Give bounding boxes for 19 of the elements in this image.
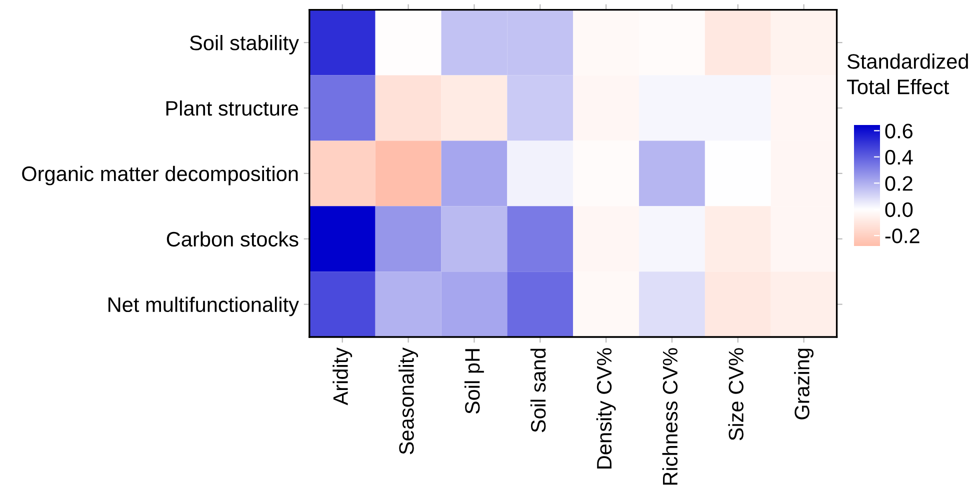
color-bar-label: -0.2 [885,228,920,244]
color-bar-label: 0.6 [885,124,912,138]
y-tick-label: Carbon stocks [166,231,298,247]
x-tick-label: Density CV% [596,348,616,468]
x-tick-label: Seasonality [398,347,418,454]
x-tick-label: Size CV% [728,348,744,440]
color-bar-label: 0.2 [885,176,912,191]
x-tick-label: Aridity [332,347,352,406]
y-tick-label: Net multifunctionality [108,296,299,316]
color-bar-title: Standardized Total Effect [846,54,968,94]
y-tick-label: Organic matter decomposition [22,166,298,186]
color-bar-label: 0.4 [885,150,913,165]
x-tick-label: Richness CV% [662,348,678,485]
y-tick-label: Soil stability [190,35,299,54]
color-bar-label: 0.0 [885,202,913,218]
y-tick-label: Plant structure [166,100,298,116]
x-tick-label: Soil sand [530,348,546,432]
x-tick-label: Soil pH [464,349,484,414]
x-tick-label: Grazing [794,348,814,420]
